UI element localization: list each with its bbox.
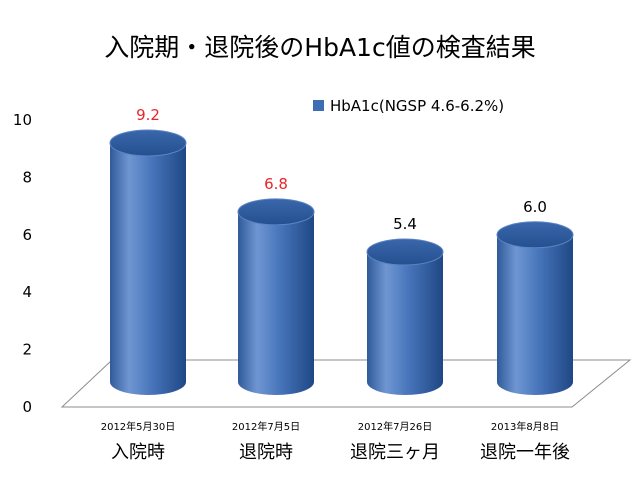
bar-body	[367, 252, 443, 395]
bar-body	[110, 142, 186, 395]
chart-title: 入院期・退院後のHbA1c値の検査結果	[104, 33, 536, 62]
bar	[237, 198, 315, 395]
y-tick-label: 6	[22, 226, 32, 244]
bar-top	[237, 198, 315, 226]
y-tick-label: 4	[22, 283, 32, 301]
x-date-label: 2013年8月8日	[491, 420, 559, 433]
bar-value-label: 6.8	[264, 175, 288, 193]
y-tick-label: 8	[22, 168, 32, 186]
x-date-label: 2012年5月30日	[101, 420, 176, 433]
bar-value-label: 9.2	[136, 106, 160, 124]
x-category-label: 退院時	[239, 442, 293, 463]
x-category-label: 退院一年後	[480, 442, 570, 463]
bar-top	[109, 129, 187, 157]
bar-top	[366, 238, 444, 266]
y-tick-label: 10	[13, 111, 32, 129]
x-date-label: 2012年7月26日	[358, 420, 433, 433]
y-tick-label: 2	[22, 341, 32, 359]
bar	[496, 221, 574, 395]
bar	[109, 129, 187, 395]
bar-body	[238, 211, 314, 395]
legend-label: HbA1c(NGSP 4.6-6.2%)	[330, 97, 504, 115]
x-category-label: 退院三ヶ月	[350, 442, 440, 463]
x-category-label: 入院時	[111, 442, 165, 463]
bar-value-label: 6.0	[523, 198, 547, 216]
bar	[366, 238, 444, 395]
y-tick-label: 0	[22, 398, 32, 416]
bar-top	[496, 221, 574, 249]
chart-floor	[60, 359, 632, 408]
x-date-label: 2012年7月5日	[232, 420, 300, 433]
bar-value-label: 5.4	[393, 215, 417, 233]
bar-body	[497, 234, 573, 395]
legend-swatch	[313, 100, 324, 111]
